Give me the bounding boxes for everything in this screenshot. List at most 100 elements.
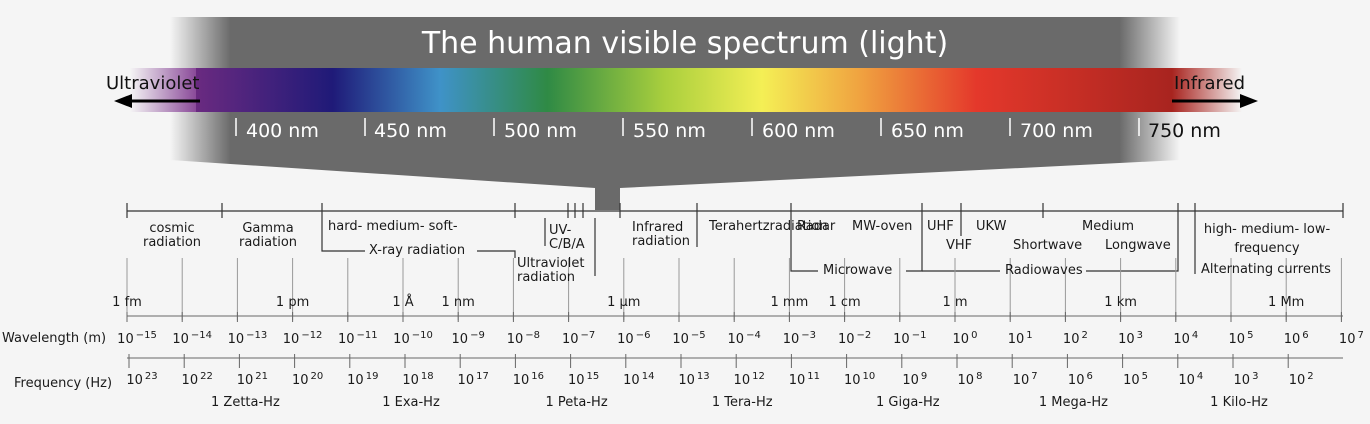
power-base: 10	[561, 332, 579, 347]
power-exponent: −5	[690, 330, 706, 341]
power-base: 10	[227, 332, 245, 347]
length-unit-label: 1 cm	[828, 295, 861, 310]
frequency-unit-label: 1 Zetta-Hz	[211, 395, 280, 410]
power-base: 10	[172, 332, 189, 347]
power-base: 10	[393, 332, 410, 347]
visible-spectrum-band	[196, 68, 1172, 112]
arrow-left-icon	[114, 94, 132, 108]
frequency-power-label: 10 23	[126, 371, 158, 388]
region-xray: X-ray radiation	[369, 243, 466, 258]
radiowaves-bracket-right	[1086, 218, 1179, 272]
power-exponent: 22	[200, 371, 213, 382]
xray-bracket-right	[477, 250, 516, 258]
power-exponent: 1	[1026, 330, 1033, 341]
power-exponent: −15	[135, 330, 157, 341]
power-base: 10	[347, 373, 364, 388]
region-gamma: Gamma radiation	[238, 221, 298, 250]
power-base: 10	[282, 332, 300, 347]
power-exponent: 21	[255, 371, 269, 382]
frequency-power-label: 10 7	[1013, 371, 1038, 388]
frequency-power-label: 10 2	[1288, 371, 1314, 388]
power-exponent: −8	[525, 330, 541, 341]
nm-label-750: 750 nm	[1148, 120, 1221, 142]
power-base: 10	[1283, 332, 1301, 347]
length-unit-label: 1 Å	[392, 295, 414, 310]
ultraviolet-label: Ultraviolet	[106, 73, 200, 94]
frequency-power-label: 10 21	[237, 371, 269, 388]
power-base: 10	[952, 332, 970, 347]
frequency-power-label: 10 3	[1233, 371, 1259, 388]
power-exponent: 6	[1086, 371, 1093, 382]
nm-label-450: 450 nm	[374, 120, 447, 142]
nm-label-600: 600 nm	[762, 120, 835, 142]
wavelength-power-label: 10 −1	[893, 330, 927, 347]
length-unit-label: 1 fm	[112, 295, 142, 310]
power-base: 10	[512, 373, 530, 388]
wavelength-power-label: 10 −3	[783, 330, 817, 347]
power-base: 10	[617, 332, 634, 347]
power-exponent: 5	[1247, 330, 1254, 341]
power-base: 10	[1288, 373, 1306, 388]
frequency-power-label: 10 17	[458, 371, 489, 388]
power-base: 10	[451, 332, 469, 347]
power-exponent: 10	[862, 371, 876, 382]
region-shortwave: Shortwave	[1013, 238, 1083, 253]
frequency-axis-label: Frequency (Hz)	[14, 376, 113, 391]
wavelength-power-label: 10 −5	[672, 330, 706, 347]
power-exponent: −3	[801, 330, 817, 341]
wavelength-power-label: 10 −11	[338, 330, 378, 347]
length-unit-label: 1 pm	[275, 295, 310, 310]
power-exponent: −13	[246, 330, 268, 341]
wavelength-power-label: 10 −6	[617, 330, 650, 347]
length-unit-label: 1 µm	[607, 295, 641, 310]
power-base: 10	[1233, 373, 1251, 388]
uv-fade	[130, 68, 196, 112]
wavelength-power-label: 10 −10	[393, 330, 433, 347]
power-exponent: 9	[920, 371, 928, 382]
region-uhf: UHF	[927, 219, 954, 234]
power-exponent: 8	[976, 371, 983, 382]
power-exponent: −1	[911, 330, 927, 341]
length-unit-label: 1 nm	[441, 295, 475, 310]
wavelength-power-label: 10 −14	[172, 330, 212, 347]
region-uv-cba: UV- C/B/A	[549, 223, 585, 252]
power-exponent: 4	[1196, 371, 1204, 382]
power-exponent: 7	[1031, 371, 1038, 382]
arrow-right-icon	[1240, 94, 1258, 108]
power-exponent: −10	[411, 330, 433, 341]
power-base: 10	[902, 373, 919, 388]
power-base: 10	[1067, 373, 1085, 388]
power-exponent: 6	[1302, 330, 1309, 341]
frequency-power-label: 10 6	[1067, 371, 1093, 388]
power-base: 10	[1228, 332, 1246, 347]
power-base: 10	[402, 373, 419, 388]
region-hml-frequency: high- medium- low- frequency	[1203, 222, 1331, 256]
wavelength-power-label: 10 3	[1118, 330, 1144, 347]
nm-label-400: 400 nm	[246, 120, 319, 142]
frequency-unit-label: 1 Exa-Hz	[382, 395, 440, 410]
power-base: 10	[672, 332, 689, 347]
frequency-unit-label: 1 Kilo-Hz	[1210, 395, 1268, 410]
frequency-power-label: 10 13	[678, 371, 709, 388]
power-base: 10	[506, 332, 524, 347]
power-exponent: 12	[752, 371, 765, 382]
region-alternating-currents: Alternating currents	[1201, 262, 1331, 277]
wavelength-power-label: 10 −9	[451, 330, 485, 347]
frequency-power-label: 10 11	[789, 371, 820, 388]
visible-funnel	[170, 17, 1180, 210]
frequency-power-label: 10 8	[958, 371, 983, 388]
length-unit-label: 1 km	[1104, 295, 1137, 310]
frequency-power-label: 10 12	[734, 371, 765, 388]
region-cosmic: cosmic radiation	[142, 221, 202, 250]
power-exponent: 23	[144, 371, 158, 382]
region-radar: Radar	[797, 219, 836, 234]
region-longwave: Longwave	[1105, 238, 1171, 253]
infrared-label: Infrared	[1174, 73, 1245, 94]
power-base: 10	[843, 373, 861, 388]
power-exponent: 3	[1136, 330, 1144, 341]
power-base: 10	[291, 373, 309, 388]
power-exponent: 15	[586, 371, 600, 382]
wavelength-power-label: 10 −8	[506, 330, 541, 347]
